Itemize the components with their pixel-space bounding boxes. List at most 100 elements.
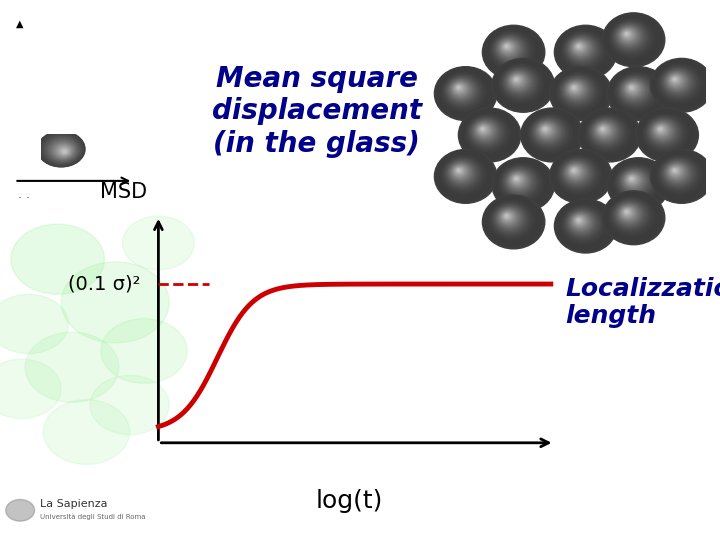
Circle shape (587, 115, 628, 151)
Circle shape (570, 84, 580, 93)
Circle shape (589, 117, 624, 147)
Circle shape (672, 78, 677, 82)
Circle shape (485, 197, 541, 245)
Circle shape (605, 15, 661, 63)
Circle shape (667, 73, 685, 88)
Circle shape (506, 170, 532, 192)
Circle shape (501, 166, 540, 199)
Circle shape (440, 154, 487, 195)
Circle shape (498, 208, 520, 227)
Circle shape (473, 121, 497, 141)
Circle shape (48, 139, 78, 161)
Text: MSD: MSD (101, 183, 148, 202)
Circle shape (500, 41, 516, 54)
Circle shape (611, 20, 652, 55)
Circle shape (563, 161, 591, 185)
Circle shape (660, 128, 662, 130)
Circle shape (505, 168, 534, 194)
Circle shape (559, 157, 598, 191)
Circle shape (661, 159, 696, 188)
Circle shape (629, 177, 635, 182)
Circle shape (570, 167, 579, 175)
Circle shape (503, 212, 513, 221)
Circle shape (486, 198, 539, 244)
Circle shape (489, 31, 534, 70)
Circle shape (505, 45, 509, 48)
Text: Università degli Studi di Roma: Università degli Studi di Roma (40, 514, 145, 520)
Circle shape (600, 127, 605, 131)
Circle shape (573, 42, 586, 53)
Circle shape (617, 166, 654, 198)
Circle shape (554, 154, 604, 197)
Circle shape (567, 37, 595, 61)
Circle shape (531, 117, 567, 148)
Circle shape (566, 35, 598, 63)
Circle shape (460, 110, 518, 160)
Circle shape (597, 124, 612, 137)
Circle shape (487, 199, 537, 242)
Circle shape (50, 140, 76, 160)
Circle shape (528, 114, 572, 153)
Circle shape (559, 75, 598, 108)
Circle shape (573, 215, 586, 227)
Circle shape (620, 77, 649, 103)
Circle shape (604, 192, 662, 242)
Circle shape (652, 122, 673, 140)
Circle shape (437, 152, 492, 200)
Circle shape (667, 164, 686, 180)
Circle shape (582, 111, 636, 157)
Circle shape (664, 161, 692, 185)
Circle shape (492, 58, 554, 112)
Circle shape (505, 70, 534, 94)
Circle shape (39, 132, 84, 166)
Circle shape (523, 110, 580, 160)
Circle shape (500, 210, 517, 225)
Circle shape (584, 113, 631, 154)
Circle shape (62, 150, 67, 153)
Circle shape (652, 60, 710, 110)
Circle shape (613, 22, 647, 52)
Circle shape (552, 69, 608, 117)
Text: La Sapienza: La Sapienza (40, 499, 107, 509)
Circle shape (496, 62, 548, 106)
Circle shape (621, 170, 647, 192)
Circle shape (508, 171, 529, 190)
Circle shape (653, 60, 708, 109)
Circle shape (559, 204, 609, 246)
Circle shape (664, 70, 692, 94)
Circle shape (466, 114, 509, 152)
Circle shape (636, 108, 698, 162)
Circle shape (435, 68, 495, 119)
Circle shape (613, 163, 660, 204)
Circle shape (598, 125, 611, 136)
Circle shape (494, 159, 552, 210)
Circle shape (577, 45, 580, 47)
Circle shape (63, 150, 66, 153)
Circle shape (671, 167, 680, 175)
Circle shape (503, 43, 513, 52)
Circle shape (658, 156, 701, 193)
Circle shape (620, 168, 649, 194)
Circle shape (498, 39, 520, 57)
Circle shape (564, 79, 590, 101)
Circle shape (456, 169, 461, 172)
Circle shape (670, 166, 683, 177)
Circle shape (618, 26, 639, 45)
Circle shape (665, 163, 689, 183)
Circle shape (454, 84, 465, 93)
Circle shape (556, 26, 614, 77)
Circle shape (456, 168, 462, 174)
Circle shape (653, 152, 708, 200)
Circle shape (654, 152, 708, 199)
Circle shape (586, 114, 629, 152)
Circle shape (557, 72, 601, 111)
Circle shape (512, 175, 523, 184)
Circle shape (536, 121, 559, 141)
Circle shape (549, 150, 612, 203)
Circle shape (667, 165, 685, 179)
Circle shape (550, 68, 611, 119)
Circle shape (503, 43, 512, 51)
Circle shape (453, 83, 468, 96)
Circle shape (603, 13, 665, 66)
Circle shape (608, 18, 655, 59)
